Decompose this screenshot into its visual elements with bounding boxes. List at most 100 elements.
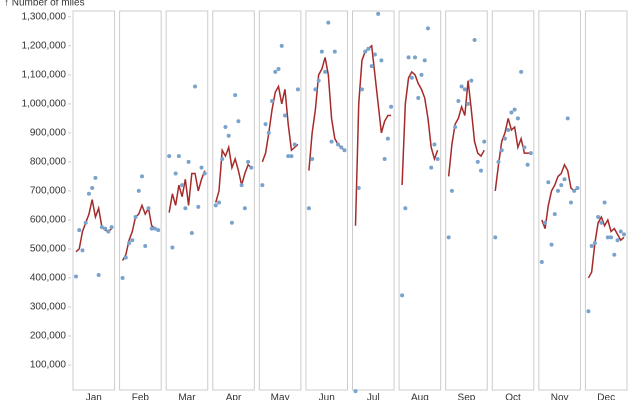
data-point [239, 183, 244, 188]
data-point [416, 96, 421, 101]
trend-line [587, 215, 625, 279]
data-point [432, 142, 437, 147]
data-point [609, 235, 614, 240]
data-point [167, 154, 172, 159]
trend-line [75, 199, 113, 253]
data-point [496, 159, 501, 164]
y-tick-label: 1,000,000 [22, 98, 67, 109]
data-point [270, 98, 275, 103]
data-point [103, 226, 108, 231]
panel [538, 10, 581, 391]
data-point [372, 52, 377, 57]
trend-line [168, 170, 206, 213]
trend-line [121, 203, 159, 261]
data-point [449, 188, 454, 193]
data-point [316, 78, 321, 83]
data-point [323, 69, 328, 74]
y-tick-label: 800,000 [30, 157, 67, 168]
x-tick-label: Nov [551, 393, 569, 400]
data-point [519, 69, 524, 74]
data-point [512, 107, 517, 112]
data-point [106, 229, 111, 234]
data-point [109, 225, 114, 230]
data-point [93, 175, 98, 180]
data-point [453, 125, 458, 130]
data-point [356, 185, 361, 190]
data-point [295, 87, 300, 92]
data-point [499, 148, 504, 153]
data-point [479, 168, 484, 173]
data-point [589, 244, 594, 249]
data-point [403, 206, 408, 211]
data-point [546, 180, 551, 185]
data-point [406, 55, 411, 60]
y-tick-label: 900,000 [30, 128, 67, 139]
data-point [136, 188, 141, 193]
data-point [339, 145, 344, 150]
data-point [329, 139, 334, 144]
x-tick-label: Aug [411, 393, 429, 400]
data-point [127, 241, 132, 246]
data-point [292, 142, 297, 147]
data-point [246, 159, 251, 164]
data-point [173, 171, 178, 176]
data-point [425, 26, 430, 31]
data-point [435, 156, 440, 161]
data-point [273, 69, 278, 74]
x-tick-label: Mar [178, 393, 196, 400]
y-axis-label: ↑ Number of miles [4, 0, 85, 9]
data-point [229, 220, 234, 225]
data-point [506, 127, 511, 132]
data-point [189, 230, 194, 235]
data-point [332, 49, 337, 54]
data-point [139, 174, 144, 179]
data-point [83, 220, 88, 225]
data-point [282, 113, 287, 118]
data-point [596, 215, 601, 220]
data-point [382, 156, 387, 161]
data-point [156, 228, 161, 233]
panel [119, 10, 162, 391]
data-point [618, 229, 623, 234]
trend-line [401, 70, 439, 186]
data-point [559, 183, 564, 188]
data-point [193, 84, 198, 89]
panel [445, 10, 488, 391]
data-point [385, 136, 390, 141]
data-point [170, 245, 175, 250]
data-point [369, 64, 374, 69]
data-point [565, 116, 570, 121]
data-point [456, 98, 461, 103]
data-point [120, 275, 125, 280]
data-point [475, 159, 480, 164]
data-point [366, 46, 371, 51]
data-point [429, 165, 434, 170]
data-point [602, 200, 607, 205]
data-point [359, 87, 364, 92]
y-tick-label: 1,200,000 [22, 40, 67, 51]
data-point [379, 58, 384, 63]
data-point [319, 49, 324, 54]
trend-line [215, 144, 252, 203]
data-point [528, 151, 533, 156]
y-tick-label: 300,000 [30, 302, 67, 313]
data-point [472, 38, 477, 43]
data-point [342, 148, 347, 153]
data-point [289, 154, 294, 159]
data-point [622, 232, 626, 237]
data-point [389, 104, 394, 109]
data-point [123, 255, 128, 260]
y-tick-label: 1,100,000 [22, 69, 67, 80]
panel [491, 10, 535, 391]
panel [305, 10, 348, 391]
data-point [276, 67, 281, 72]
data-point [552, 212, 557, 217]
panel [165, 10, 209, 391]
data-point [99, 225, 104, 230]
y-tick-label: 700,000 [30, 186, 67, 197]
x-tick-label: Jul [367, 393, 380, 400]
data-point [459, 84, 464, 89]
data-point [493, 235, 498, 240]
data-point [80, 248, 85, 253]
